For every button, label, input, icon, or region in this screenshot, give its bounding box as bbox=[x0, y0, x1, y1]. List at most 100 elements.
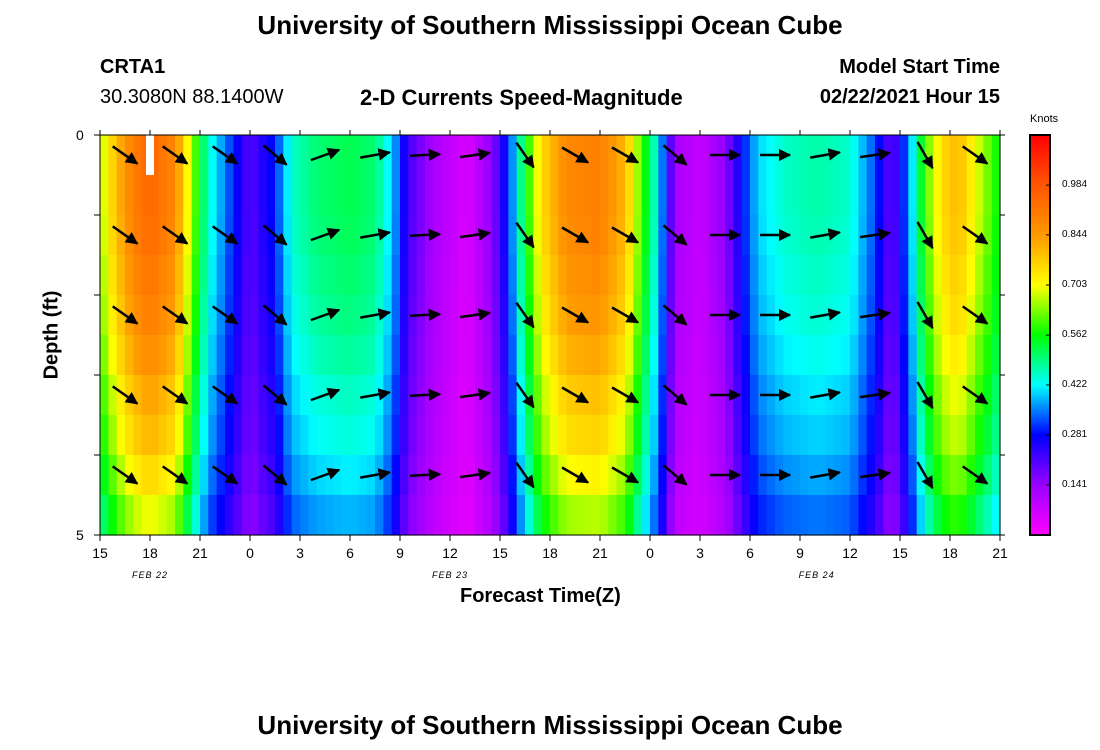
heatmap-cell bbox=[591, 335, 601, 376]
heatmap-cell bbox=[450, 255, 459, 296]
heatmap-cell bbox=[675, 335, 684, 376]
heatmap-cell bbox=[158, 175, 168, 216]
x-tick-label: 9 bbox=[796, 545, 804, 561]
heatmap-cell bbox=[591, 495, 601, 536]
heatmap-cell bbox=[683, 415, 693, 456]
heatmap-cell bbox=[833, 415, 843, 456]
current-arrow bbox=[459, 308, 492, 321]
heatmap-cell bbox=[850, 455, 859, 496]
heatmap-cell bbox=[558, 455, 568, 496]
current-arrow bbox=[409, 148, 442, 162]
heatmap-cell bbox=[208, 295, 218, 336]
y-tick-top: 0 bbox=[76, 127, 84, 143]
heatmap-cell bbox=[575, 175, 584, 216]
heatmap-cell bbox=[925, 175, 934, 216]
heatmap-cell bbox=[500, 415, 509, 456]
heatmap-cell bbox=[775, 335, 784, 376]
heatmap-cell bbox=[841, 375, 851, 416]
heatmap-cell bbox=[200, 415, 209, 456]
heatmap-cell bbox=[441, 495, 451, 536]
heatmap-cell bbox=[583, 175, 593, 216]
heatmap-cell bbox=[708, 255, 718, 296]
heatmap-cell bbox=[166, 375, 176, 416]
heatmap-cell bbox=[541, 255, 551, 296]
heatmap-cell bbox=[900, 215, 909, 256]
current-arrow bbox=[561, 306, 590, 324]
heatmap-cell bbox=[850, 495, 859, 536]
heatmap-cell bbox=[775, 255, 784, 296]
heatmap-cell bbox=[841, 495, 851, 536]
colorbar-tick-label: 0.703 bbox=[1062, 279, 1088, 291]
heatmap-cell bbox=[150, 255, 159, 296]
heatmap-cell bbox=[100, 455, 109, 496]
heatmap-cell bbox=[916, 135, 926, 176]
heatmap-cell bbox=[533, 375, 543, 416]
heatmap-cell bbox=[266, 375, 276, 416]
heatmap-cell bbox=[641, 415, 651, 456]
heatmap-cell bbox=[558, 295, 568, 336]
heatmap-cell bbox=[633, 255, 643, 296]
heatmap-cell bbox=[700, 415, 709, 456]
heatmap-cell bbox=[758, 415, 768, 456]
heatmap-cell bbox=[158, 215, 168, 256]
heatmap-cell bbox=[516, 215, 526, 256]
current-arrow bbox=[611, 466, 640, 484]
heatmap-cell bbox=[766, 495, 776, 536]
heatmap-cell bbox=[508, 215, 518, 256]
heatmap-cell bbox=[341, 455, 351, 496]
heatmap-cell bbox=[900, 255, 909, 296]
heatmap-cell bbox=[508, 255, 518, 296]
current-arrow bbox=[515, 381, 535, 409]
heatmap-cell bbox=[808, 335, 818, 376]
x-tick-label: 0 bbox=[246, 545, 254, 561]
heatmap-cell bbox=[441, 335, 451, 376]
heatmap-cell bbox=[975, 335, 984, 376]
heatmap-cell bbox=[841, 295, 851, 336]
heatmap-cell bbox=[200, 455, 209, 496]
current-arrow bbox=[459, 388, 492, 401]
heatmap-cell bbox=[691, 455, 701, 496]
heatmap-cell bbox=[941, 455, 951, 496]
heatmap-cell bbox=[250, 455, 259, 496]
heatmap-cell bbox=[533, 135, 543, 176]
heatmap-cell bbox=[258, 415, 268, 456]
heatmap-cell bbox=[358, 175, 368, 216]
heatmap-cell bbox=[100, 175, 109, 216]
heatmap-cell bbox=[233, 175, 243, 216]
heatmap-cell bbox=[908, 135, 918, 176]
heatmap-cell bbox=[116, 135, 126, 176]
heatmap-cell bbox=[633, 415, 643, 456]
heatmap-cell bbox=[191, 495, 201, 536]
heatmap-cell bbox=[233, 495, 243, 536]
heatmap-cell bbox=[541, 375, 551, 416]
heatmap-cell bbox=[833, 335, 843, 376]
heatmap-cell bbox=[525, 175, 534, 216]
heatmap-cell bbox=[366, 495, 376, 536]
heatmap-cell bbox=[516, 255, 526, 296]
heatmap-cell bbox=[658, 495, 668, 536]
heatmap-cell bbox=[241, 215, 251, 256]
heatmap-cell bbox=[108, 215, 118, 256]
heatmap-cell bbox=[883, 375, 893, 416]
heatmap-cell bbox=[358, 415, 368, 456]
heatmap-cell bbox=[583, 335, 593, 376]
heatmap-cell bbox=[558, 175, 568, 216]
current-arrow bbox=[111, 225, 139, 245]
heatmap-cell bbox=[616, 255, 626, 296]
heatmap-cell bbox=[966, 295, 976, 336]
x-tick-label: 15 bbox=[492, 545, 508, 561]
heatmap-cell bbox=[241, 335, 251, 376]
heatmap-cell bbox=[216, 175, 226, 216]
heatmap-cell bbox=[441, 135, 451, 176]
heatmap-cell bbox=[550, 335, 559, 376]
heatmap-cell bbox=[650, 255, 659, 296]
heatmap-cell bbox=[608, 375, 618, 416]
heatmap-cell bbox=[616, 175, 626, 216]
heatmap-cell bbox=[533, 455, 543, 496]
heatmap-cell bbox=[283, 495, 293, 536]
heatmap-cell bbox=[741, 455, 751, 496]
heatmap-cell bbox=[358, 335, 368, 376]
heatmap-cell bbox=[691, 415, 701, 456]
current-arrow bbox=[161, 145, 189, 165]
heatmap-cell bbox=[291, 175, 301, 216]
